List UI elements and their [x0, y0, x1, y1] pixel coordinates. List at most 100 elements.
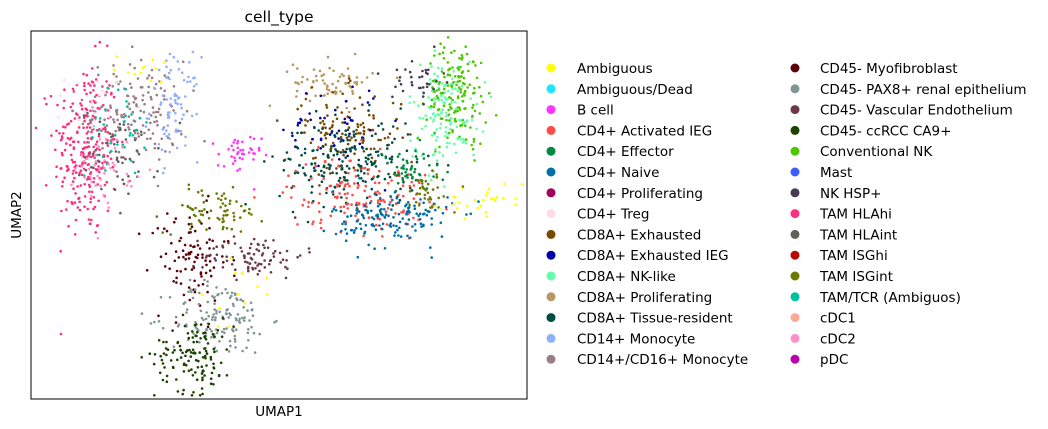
data-point [464, 124, 467, 128]
data-point [112, 64, 115, 67]
data-point [207, 314, 210, 318]
data-point [217, 325, 220, 328]
data-point [402, 164, 406, 167]
data-point [317, 173, 321, 176]
data-point [241, 157, 244, 161]
data-point [83, 110, 87, 113]
data-point [115, 75, 118, 78]
data-point [260, 219, 264, 223]
data-point [144, 125, 148, 128]
data-point [373, 95, 377, 98]
data-point [208, 238, 211, 241]
data-point [161, 94, 165, 97]
data-point [254, 261, 257, 264]
data-point [164, 252, 168, 256]
cluster-cd45-myofibroblast [137, 194, 236, 329]
data-point [344, 222, 347, 226]
data-point [410, 83, 414, 87]
data-point [321, 79, 325, 82]
data-point [414, 149, 417, 153]
data-point [104, 108, 107, 111]
data-point [115, 109, 118, 112]
data-point [153, 353, 157, 356]
legend-marker [790, 167, 800, 177]
data-point [139, 109, 142, 113]
data-point [80, 165, 84, 168]
data-point [211, 239, 214, 243]
data-point [171, 365, 175, 369]
data-point [192, 340, 195, 344]
legend-item: CD8A+ Exhausted [546, 227, 701, 243]
data-point [205, 241, 209, 244]
data-point [200, 189, 203, 192]
data-point [252, 188, 256, 191]
data-point [388, 175, 392, 179]
data-point [346, 115, 350, 118]
data-point [409, 133, 412, 136]
data-point [374, 150, 378, 154]
legend-label: CD8A+ Exhausted [577, 227, 701, 243]
data-point [77, 196, 81, 200]
data-point [178, 239, 181, 243]
data-point [307, 178, 311, 182]
data-point [97, 73, 100, 77]
data-point [258, 269, 261, 273]
legend-marker [546, 250, 556, 260]
data-point [34, 126, 38, 130]
data-point [247, 339, 250, 342]
data-point [124, 128, 127, 132]
data-point [456, 96, 460, 100]
data-point [336, 184, 340, 188]
data-point [324, 137, 328, 140]
data-point [376, 190, 380, 193]
data-point [481, 100, 485, 104]
data-point [348, 132, 351, 136]
data-point [439, 126, 442, 130]
data-point [408, 70, 412, 74]
data-point [132, 95, 135, 98]
data-point [226, 308, 229, 311]
data-point [445, 145, 449, 149]
data-point [300, 131, 303, 135]
data-point [406, 161, 409, 165]
data-point [69, 153, 73, 157]
data-point [341, 132, 344, 136]
data-point [184, 354, 187, 358]
data-point [102, 123, 105, 126]
data-point [451, 66, 454, 69]
data-point [74, 192, 77, 195]
data-point [149, 322, 153, 325]
data-point [285, 185, 289, 189]
data-point [429, 246, 432, 249]
data-point [115, 156, 119, 160]
data-point [339, 209, 343, 213]
data-point [222, 192, 226, 195]
data-point [268, 262, 271, 266]
data-point [204, 317, 208, 321]
data-point [181, 203, 184, 207]
data-point [186, 332, 190, 335]
data-point [430, 89, 434, 93]
data-point [198, 209, 201, 213]
data-point [358, 177, 361, 180]
data-point [413, 207, 417, 210]
data-point [109, 106, 112, 110]
data-point [175, 378, 178, 381]
cluster-ambiguous [112, 55, 166, 84]
data-point [94, 143, 98, 146]
data-point [223, 209, 226, 213]
data-point [97, 199, 100, 203]
data-point [97, 134, 101, 138]
data-point [335, 131, 339, 135]
data-point [390, 155, 394, 159]
data-point [419, 222, 423, 225]
data-point [401, 89, 405, 93]
data-point [458, 108, 462, 111]
data-point [443, 84, 446, 87]
data-point [348, 116, 352, 119]
data-point [130, 123, 133, 126]
data-point [359, 222, 362, 226]
data-point [470, 118, 474, 122]
data-point [203, 278, 206, 282]
data-point [352, 130, 356, 133]
